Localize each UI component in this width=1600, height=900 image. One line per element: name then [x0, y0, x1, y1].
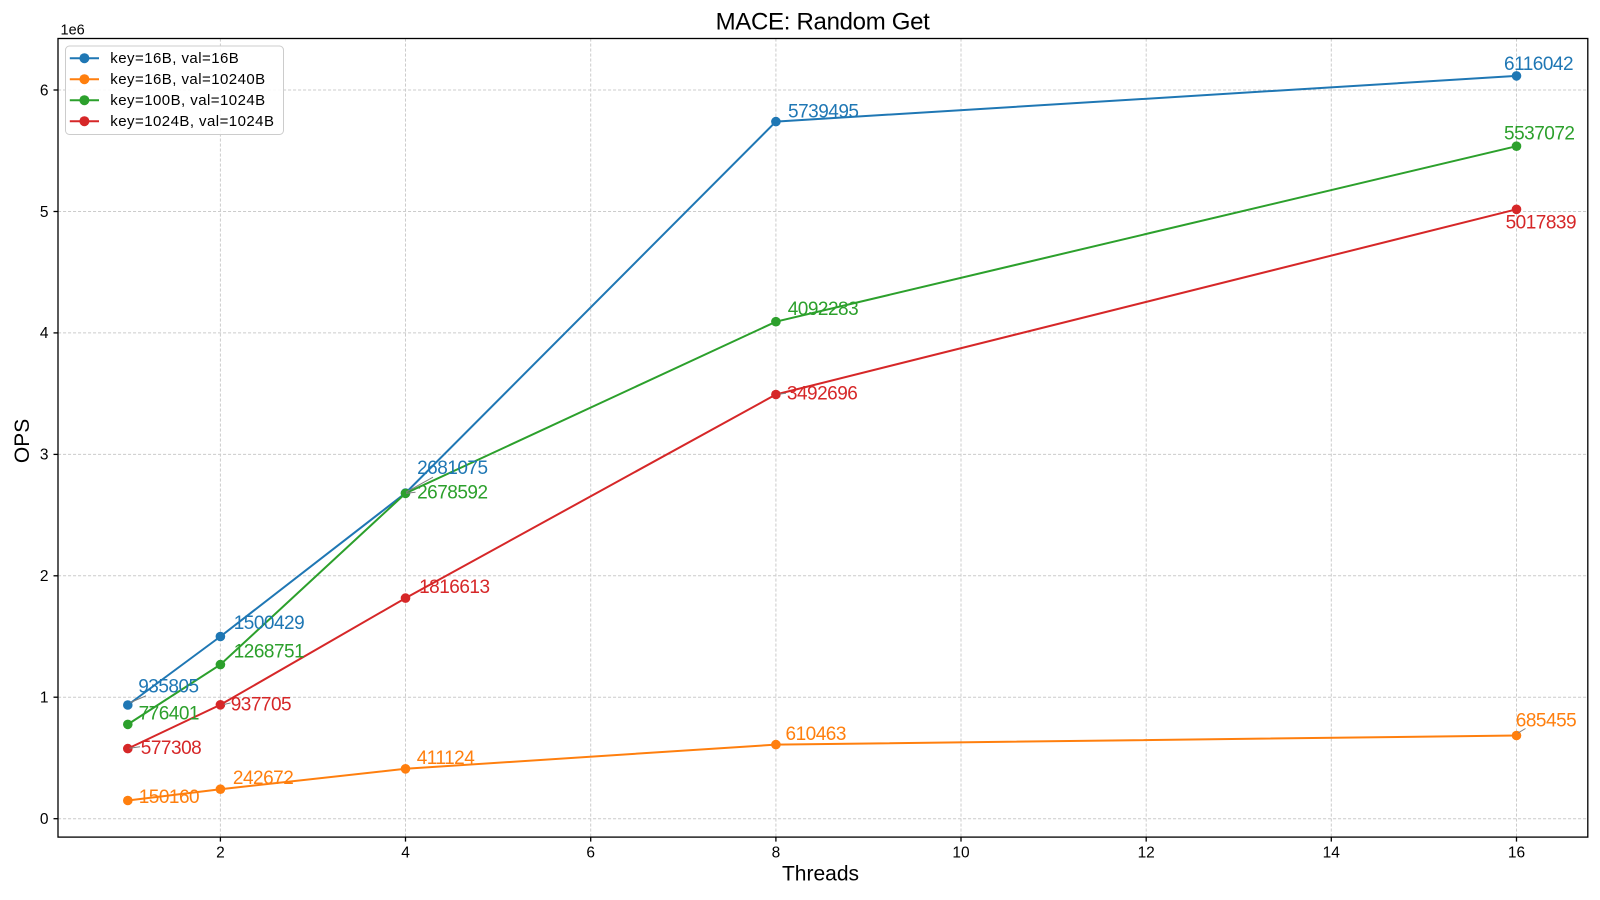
svg-text:1: 1 [40, 690, 49, 707]
svg-text:2: 2 [40, 568, 49, 585]
svg-text:935805: 935805 [138, 676, 198, 697]
svg-text:12: 12 [1138, 845, 1155, 862]
svg-text:Threads: Threads [782, 863, 859, 886]
svg-text:937705: 937705 [231, 694, 291, 715]
svg-text:4: 4 [401, 845, 410, 862]
svg-text:610463: 610463 [786, 724, 846, 745]
svg-text:242672: 242672 [233, 768, 293, 789]
svg-text:411124: 411124 [417, 748, 476, 769]
svg-text:10: 10 [952, 845, 970, 862]
svg-text:776401: 776401 [139, 704, 199, 725]
svg-text:key=16B, val=16B: key=16B, val=16B [110, 50, 239, 67]
svg-text:2681075: 2681075 [417, 458, 487, 479]
svg-text:1500429: 1500429 [234, 613, 304, 634]
svg-text:1268751: 1268751 [234, 641, 304, 662]
svg-text:1e6: 1e6 [61, 23, 85, 39]
svg-text:5537072: 5537072 [1504, 123, 1574, 144]
svg-text:5739495: 5739495 [788, 102, 858, 123]
svg-text:6116042: 6116042 [1504, 54, 1573, 75]
svg-text:3492696: 3492696 [787, 384, 857, 405]
svg-text:6: 6 [40, 82, 49, 99]
svg-text:3: 3 [40, 447, 49, 464]
svg-text:2: 2 [216, 845, 225, 862]
svg-text:1816613: 1816613 [419, 577, 489, 598]
svg-text:577308: 577308 [141, 738, 201, 759]
svg-text:MACE: Random Get: MACE: Random Get [716, 9, 931, 36]
svg-text:key=100B, val=1024B: key=100B, val=1024B [110, 92, 265, 109]
svg-text:2678592: 2678592 [417, 483, 487, 504]
svg-text:150160: 150160 [139, 787, 199, 808]
svg-text:4092283: 4092283 [788, 299, 858, 320]
svg-text:6: 6 [586, 845, 595, 862]
svg-text:16: 16 [1508, 845, 1525, 862]
svg-text:8: 8 [772, 845, 781, 862]
svg-text:685455: 685455 [1516, 711, 1576, 732]
svg-text:0: 0 [40, 811, 49, 828]
svg-text:5: 5 [40, 204, 49, 221]
svg-text:5017839: 5017839 [1506, 212, 1576, 233]
svg-text:key=1024B, val=1024B: key=1024B, val=1024B [110, 113, 274, 130]
svg-text:4: 4 [40, 325, 49, 342]
svg-text:OPS: OPS [11, 419, 34, 463]
svg-text:key=16B, val=10240B: key=16B, val=10240B [110, 71, 265, 88]
svg-text:14: 14 [1323, 845, 1341, 862]
